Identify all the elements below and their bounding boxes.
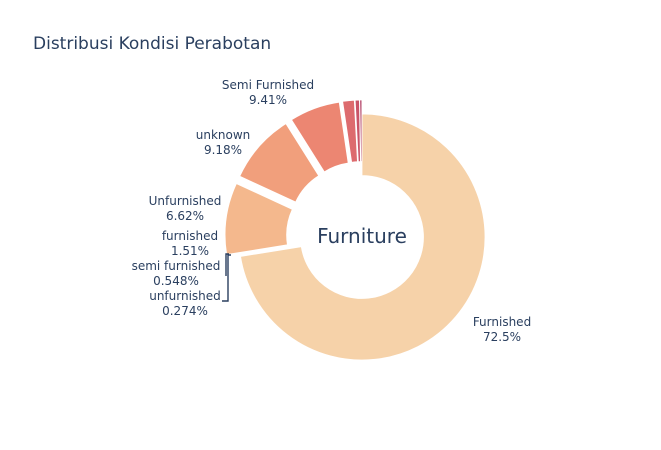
slice-label-name: unknown bbox=[196, 128, 251, 142]
slice-label: unknown 9.18% bbox=[196, 128, 251, 157]
slices-group bbox=[224, 99, 486, 361]
slice-label-percent: 0.548% bbox=[153, 274, 199, 288]
slice-furnished[interactable] bbox=[342, 99, 358, 163]
slice-label-percent: 9.41% bbox=[249, 93, 287, 107]
slice-label-percent: 1.51% bbox=[171, 244, 209, 258]
slice-unfurnished[interactable] bbox=[291, 101, 349, 173]
slice-label-name: unfurnished bbox=[149, 289, 221, 303]
slice-label: Semi Furnished 9.41% bbox=[222, 78, 314, 107]
slice-label-name: Unfurnished bbox=[149, 194, 222, 208]
leader-line bbox=[222, 254, 231, 302]
slice-unfurnished[interactable] bbox=[359, 99, 363, 162]
slice-label-name: Furnished bbox=[473, 315, 531, 329]
labels-group: Furnished 72.5% Semi Furnished 9.41% unknown… bbox=[132, 78, 532, 344]
slice-label-percent: 0.274% bbox=[162, 304, 208, 318]
slice-label: semi furnished 0.548% bbox=[132, 259, 221, 288]
slice-label-percent: 72.5% bbox=[483, 330, 521, 344]
slice-label-name: semi furnished bbox=[132, 259, 221, 273]
slice-unknown[interactable] bbox=[239, 123, 320, 203]
leader-lines-group bbox=[222, 253, 231, 302]
slice-label-name: Semi Furnished bbox=[222, 78, 314, 92]
slice-label: furnished 1.51% bbox=[162, 229, 218, 258]
slice-label: Furnished 72.5% bbox=[473, 315, 531, 344]
slice-label-percent: 6.62% bbox=[166, 209, 204, 223]
slice-label: unfurnished 0.274% bbox=[149, 289, 221, 318]
slice-semi-furnished[interactable] bbox=[224, 183, 293, 256]
slice-label-name: furnished bbox=[162, 229, 218, 243]
slice-label-percent: 9.18% bbox=[204, 143, 242, 157]
chart-title: Distribusi Kondisi Perabotan bbox=[33, 34, 272, 54]
leader-line bbox=[225, 253, 229, 276]
center-label: Furniture bbox=[317, 224, 407, 248]
slice-label: Unfurnished 6.62% bbox=[149, 194, 222, 223]
slice-furnished[interactable] bbox=[240, 113, 486, 361]
